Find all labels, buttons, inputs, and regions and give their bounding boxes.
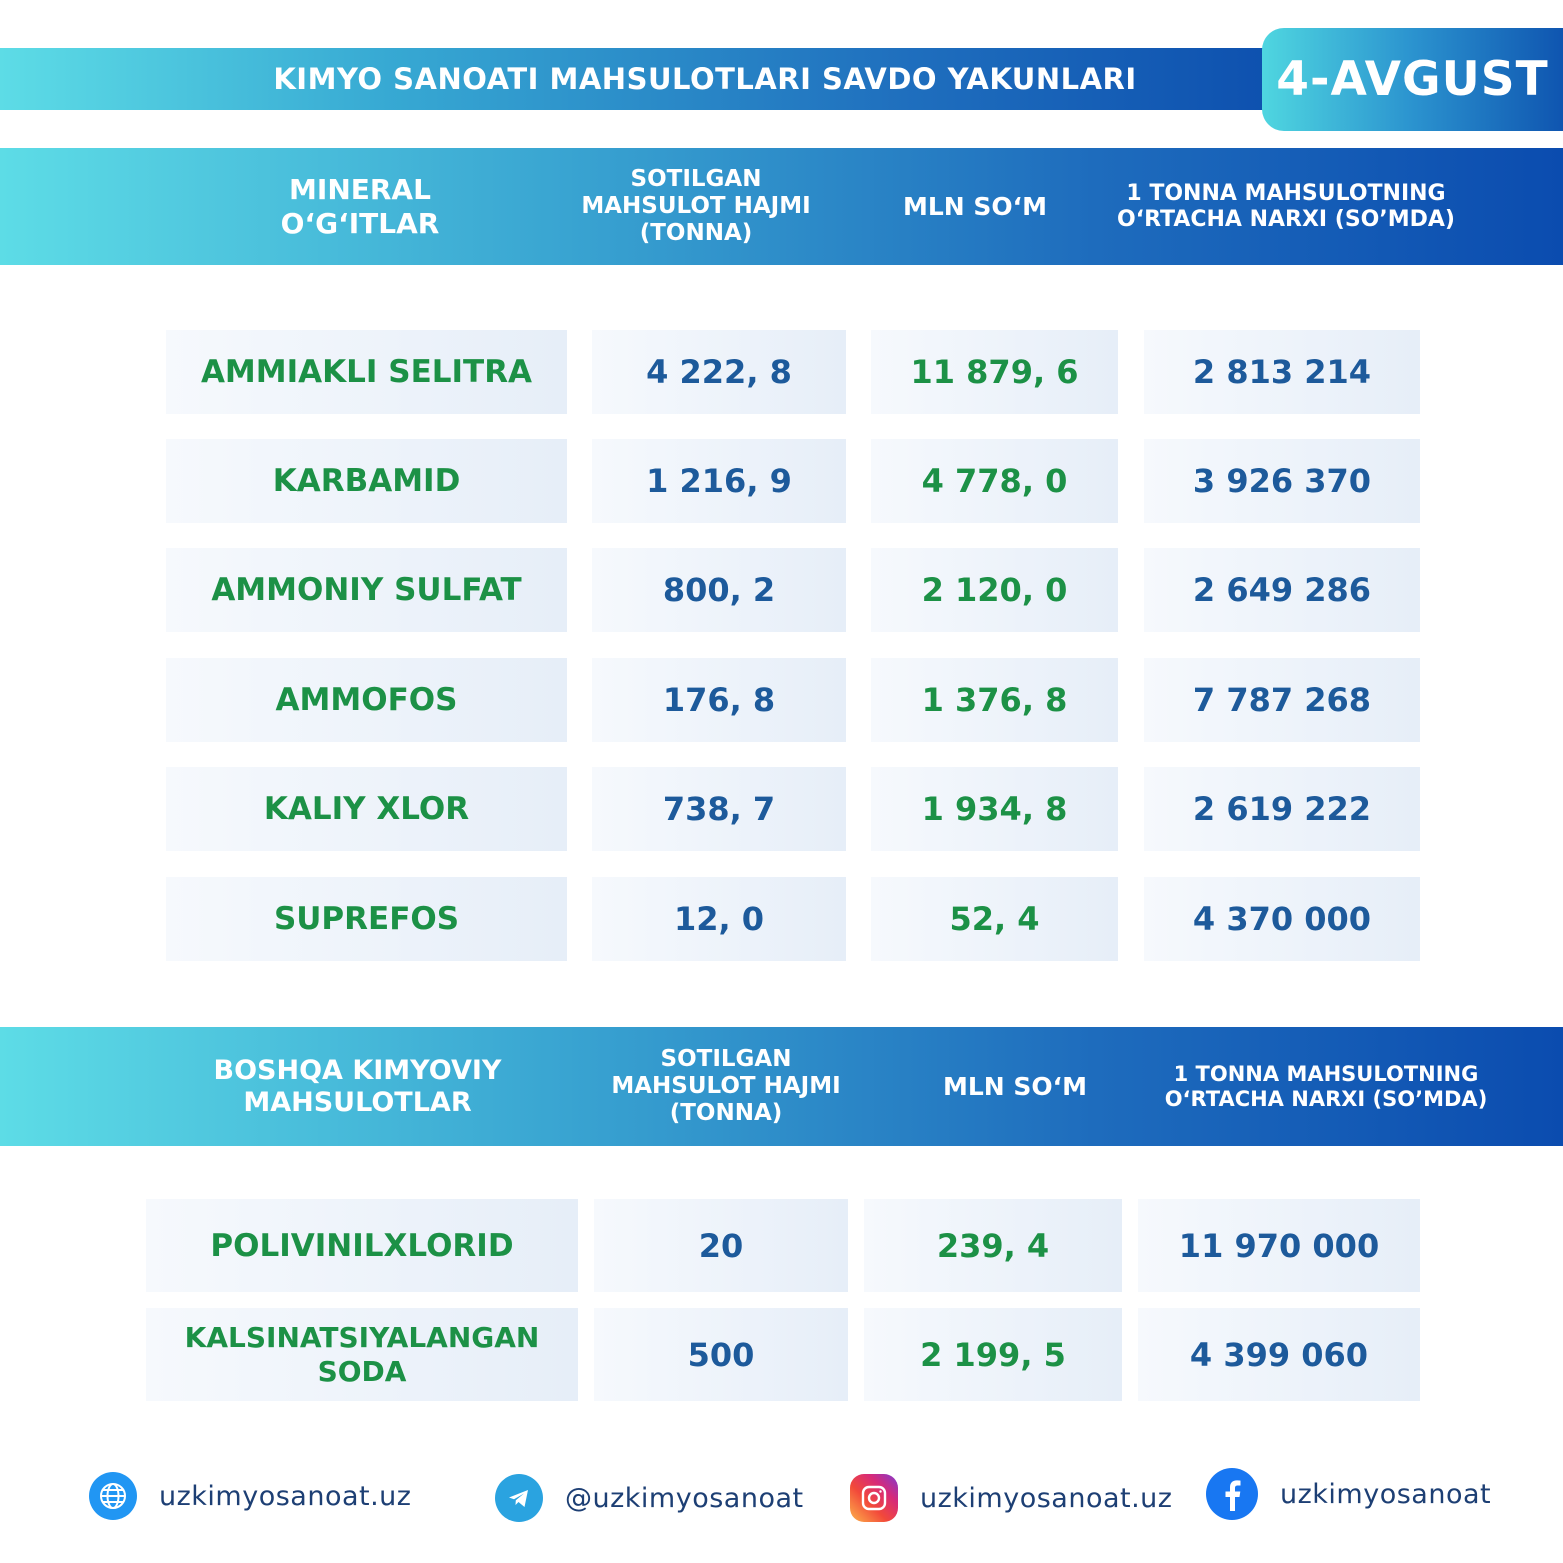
price-value: 2 813 214 bbox=[1144, 330, 1420, 414]
price-value: 2 649 286 bbox=[1144, 548, 1420, 632]
product-name: AMMOFOS bbox=[166, 658, 567, 742]
page-title: KIMYO SANOATI MAHSULOTLARI SAVDO YAKUNLA… bbox=[273, 62, 1137, 96]
product-name: AMMONIY SULFAT bbox=[166, 548, 567, 632]
product-name: AMMIAKLI SELITRA bbox=[166, 330, 567, 414]
telegram-link[interactable]: @uzkimyosanoat bbox=[565, 1482, 804, 1514]
section2-amount-header: MLN SO‘M bbox=[942, 1071, 1088, 1101]
product-name: SUPREFOS bbox=[166, 877, 567, 961]
facebook-link[interactable]: uzkimyosanoat bbox=[1280, 1478, 1492, 1510]
section2-header: BOSHQA KIMYOVIY MAHSULOTLAR SOTILGAN MAH… bbox=[0, 1027, 1563, 1146]
product-name: KARBAMID bbox=[166, 439, 567, 523]
section2-category-header: BOSHQA KIMYOVIY MAHSULOTLAR bbox=[213, 1054, 502, 1118]
instagram-link[interactable]: uzkimyosanoat.uz bbox=[920, 1482, 1173, 1514]
amount-value: 11 879, 6 bbox=[871, 330, 1118, 414]
section1-volume-header: SOTILGAN MAHSULOT HAJMI (TONNA) bbox=[581, 165, 811, 247]
volume-value: 12, 0 bbox=[592, 877, 846, 961]
price-value: 4 399 060 bbox=[1138, 1308, 1420, 1401]
price-value: 3 926 370 bbox=[1144, 439, 1420, 523]
telegram-icon bbox=[495, 1474, 543, 1522]
section2-volume-header: SOTILGAN MAHSULOT HAJMI (TONNA) bbox=[611, 1045, 841, 1127]
footer-website[interactable]: uzkimyosanoat.uz bbox=[89, 1472, 411, 1520]
amount-value: 239, 4 bbox=[864, 1199, 1122, 1292]
amount-value: 2 120, 0 bbox=[871, 548, 1118, 632]
volume-value: 4 222, 8 bbox=[592, 330, 846, 414]
footer-instagram[interactable]: uzkimyosanoat.uz bbox=[850, 1474, 1172, 1522]
product-name: POLIVINILXLORID bbox=[146, 1199, 578, 1292]
product-name: KALIY XLOR bbox=[166, 767, 567, 851]
instagram-icon bbox=[850, 1474, 898, 1522]
website-link[interactable]: uzkimyosanoat.uz bbox=[159, 1480, 412, 1512]
amount-value: 1 376, 8 bbox=[871, 658, 1118, 742]
footer-facebook[interactable]: uzkimyosanoat bbox=[1206, 1468, 1491, 1520]
section1-price-header: 1 TONNA MAHSULOTNING O‘RTACHA NARXI (SO’… bbox=[1117, 180, 1455, 232]
volume-value: 800, 2 bbox=[592, 548, 846, 632]
section1-amount-header: MLN SO‘M bbox=[902, 191, 1048, 221]
price-value: 11 970 000 bbox=[1138, 1199, 1420, 1292]
section2-price-header: 1 TONNA MAHSULOTNING O‘RTACHA NARXI (SO’… bbox=[1164, 1061, 1488, 1111]
section1-category-header: MINERAL O‘G‘ITLAR bbox=[280, 173, 440, 240]
volume-value: 500 bbox=[594, 1308, 848, 1401]
title-banner: KIMYO SANOATI MAHSULOTLARI SAVDO YAKUNLA… bbox=[0, 48, 1290, 110]
globe-icon bbox=[89, 1472, 137, 1520]
section1-header: MINERAL O‘G‘ITLAR SOTILGAN MAHSULOT HAJM… bbox=[0, 148, 1563, 265]
volume-value: 738, 7 bbox=[592, 767, 846, 851]
price-value: 7 787 268 bbox=[1144, 658, 1420, 742]
amount-value: 4 778, 0 bbox=[871, 439, 1118, 523]
amount-value: 2 199, 5 bbox=[864, 1308, 1122, 1401]
amount-value: 52, 4 bbox=[871, 877, 1118, 961]
facebook-icon bbox=[1206, 1468, 1258, 1520]
price-value: 2 619 222 bbox=[1144, 767, 1420, 851]
volume-value: 176, 8 bbox=[592, 658, 846, 742]
footer-telegram[interactable]: @uzkimyosanoat bbox=[495, 1474, 804, 1522]
date-label: 4-AVGUST bbox=[1276, 52, 1549, 107]
amount-value: 1 934, 8 bbox=[871, 767, 1118, 851]
volume-value: 1 216, 9 bbox=[592, 439, 846, 523]
price-value: 4 370 000 bbox=[1144, 877, 1420, 961]
product-name: KALSINATSIYALANGAN SODA bbox=[146, 1308, 578, 1401]
volume-value: 20 bbox=[594, 1199, 848, 1292]
date-badge: 4-AVGUST bbox=[1262, 28, 1563, 131]
